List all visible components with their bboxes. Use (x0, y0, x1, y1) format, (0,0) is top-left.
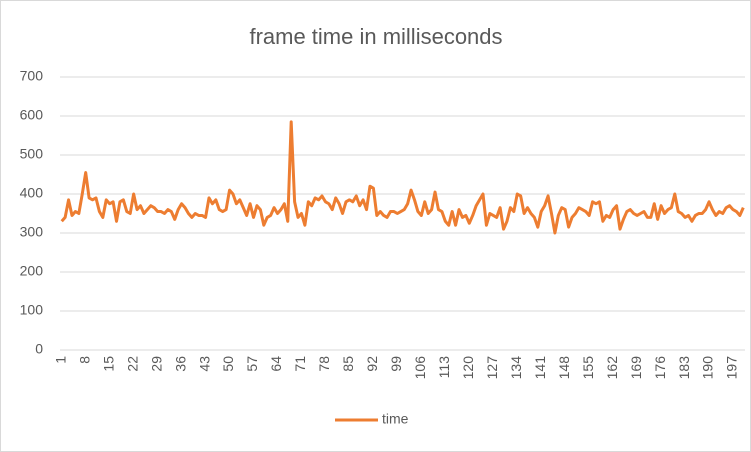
x-tick-label: 176 (652, 356, 668, 380)
x-tick-label: 190 (700, 356, 716, 380)
x-tick-label: 155 (580, 356, 596, 380)
y-tick-label: 100 (20, 302, 44, 318)
x-tick-label: 148 (556, 356, 572, 380)
x-tick-label: 169 (628, 356, 644, 380)
x-tick-label: 197 (724, 356, 740, 380)
x-tick-label: 29 (148, 356, 164, 372)
x-tick-label: 183 (676, 356, 692, 380)
x-tick-label: 106 (412, 356, 428, 380)
data-line (60, 120, 745, 235)
x-tick-label: 134 (508, 356, 524, 380)
x-tick-label: 127 (484, 356, 500, 380)
x-tick-label: 8 (76, 356, 92, 364)
x-tick-label: 78 (316, 356, 332, 372)
y-tick-label: 300 (20, 224, 44, 240)
y-tick-label: 0 (35, 341, 43, 357)
chart-title: frame time in milliseconds (249, 24, 502, 49)
x-tick-label: 92 (364, 356, 380, 372)
x-tick-label: 22 (124, 356, 140, 372)
x-tick-label: 57 (244, 356, 260, 372)
x-tick-label: 43 (196, 356, 212, 372)
y-tick-label: 500 (20, 146, 44, 162)
y-tick-label: 700 (20, 68, 44, 84)
x-tick-label: 15 (100, 356, 116, 372)
x-tick-label: 162 (604, 356, 620, 380)
x-tick-label: 1 (52, 356, 68, 364)
x-tick-label: 71 (292, 356, 308, 372)
x-tick-label: 141 (532, 356, 548, 380)
x-tick-label: 50 (220, 356, 236, 372)
x-tick-label: 64 (268, 356, 284, 372)
y-tick-label: 200 (20, 263, 44, 279)
x-tick-label: 36 (172, 356, 188, 372)
x-tick-label: 85 (340, 356, 356, 372)
x-tick-label: 120 (460, 356, 476, 380)
y-tick-label: 600 (20, 107, 44, 123)
x-tick-label: 99 (388, 356, 404, 372)
legend-label: time (382, 411, 409, 427)
y-tick-label: 400 (20, 185, 44, 201)
x-tick-label: 113 (436, 356, 452, 379)
